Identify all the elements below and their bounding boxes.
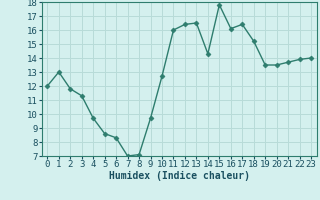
- X-axis label: Humidex (Indice chaleur): Humidex (Indice chaleur): [109, 171, 250, 181]
